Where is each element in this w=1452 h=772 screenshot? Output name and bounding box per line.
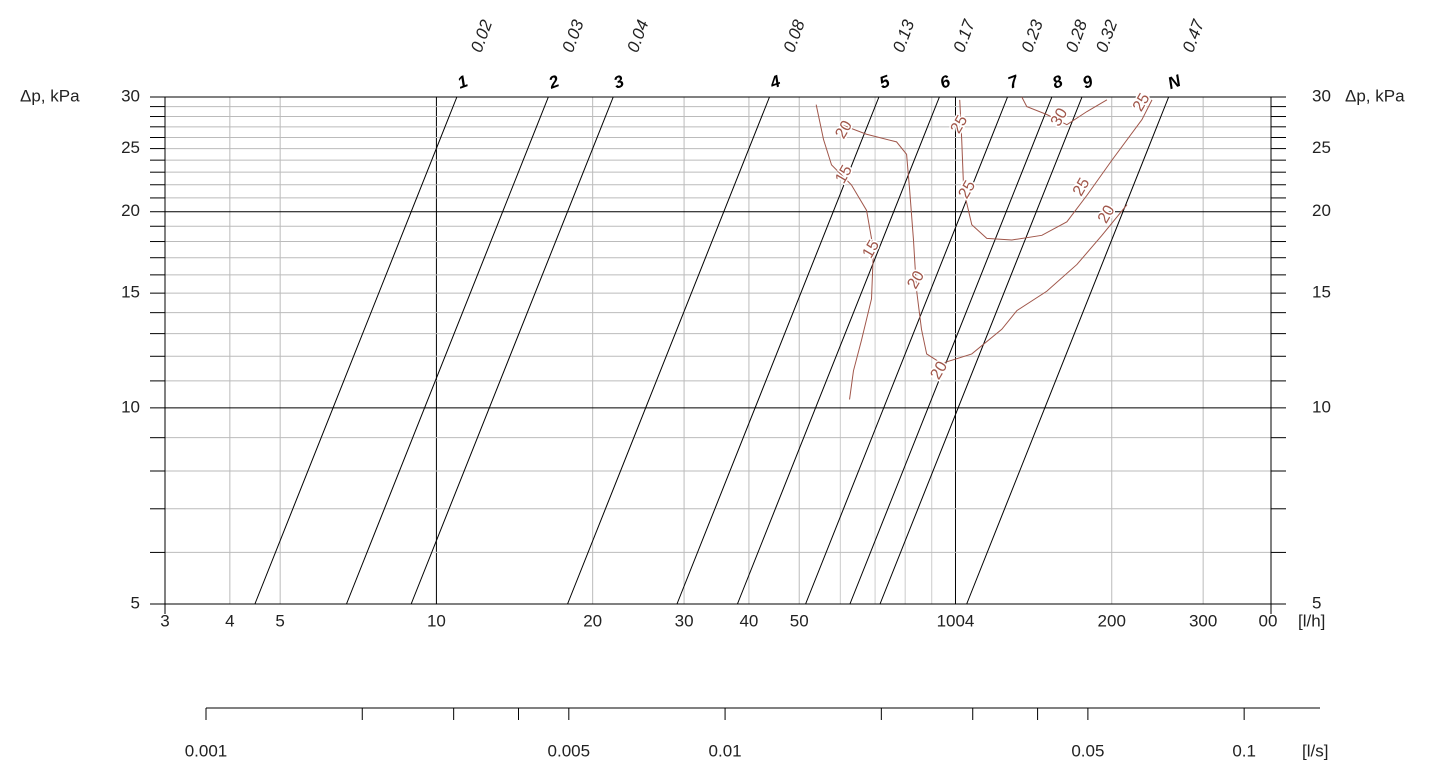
y-tick-label: 15: [121, 283, 140, 302]
valve-number: 6: [937, 71, 953, 92]
contour-label: 20: [904, 268, 928, 292]
contour-line: [1021, 96, 1108, 126]
y-axis-label-right: Δp, kPa: [1345, 86, 1405, 105]
kv-label: 0.32: [1092, 17, 1121, 55]
y-tick-label: 25: [121, 138, 140, 157]
contour-label: 25: [1070, 175, 1094, 199]
y-tick-label-right: 25: [1312, 138, 1331, 157]
contour-label: 20: [832, 118, 856, 142]
kv-label: 0.03: [558, 17, 587, 55]
y-tick-label-right: 5: [1312, 593, 1321, 612]
valve-number: 2: [545, 71, 562, 93]
valve-line: [567, 96, 770, 605]
x2-tick-label: 0.1: [1232, 741, 1256, 760]
contour-label: 25: [1130, 91, 1154, 115]
valve-number: N: [1165, 71, 1184, 93]
contour-label: 20: [1095, 202, 1119, 226]
valve-line: [254, 96, 458, 605]
kv-label: 0.02: [467, 17, 496, 55]
contour-label: 20: [928, 359, 952, 383]
valve-line: [736, 96, 940, 605]
kv-label: 0.08: [780, 17, 809, 55]
valve-number: 7: [1005, 71, 1022, 93]
y-tick-label-right: 30: [1312, 86, 1331, 105]
valve-line: [805, 96, 1008, 605]
kv-label: 0.13: [889, 17, 918, 55]
x2-axis-label: [l/s]: [1302, 741, 1328, 760]
x-tick-label: 20: [583, 611, 602, 630]
y-tick-label-right: 10: [1312, 397, 1331, 416]
x2-tick-label: 0.05: [1071, 741, 1104, 760]
valve-line: [676, 96, 880, 605]
valve-number: 9: [1080, 71, 1096, 92]
x-tick-label: 30: [675, 611, 694, 630]
valve-line: [966, 96, 1170, 605]
kv-label: 0.17: [950, 17, 979, 55]
x-tick-label: 300: [1189, 611, 1217, 630]
y-tick-label-right: 15: [1312, 283, 1331, 302]
kv-label: 0.04: [623, 17, 652, 55]
x2-tick-label: 0.005: [548, 741, 591, 760]
contour-label: 15: [832, 162, 856, 186]
contour-line: [841, 124, 1128, 364]
valve-number: 1: [455, 71, 470, 92]
x-tick-label: 40: [739, 611, 758, 630]
valve-line: [879, 96, 1083, 605]
x-tick-label: 200: [1098, 611, 1126, 630]
x2-tick-label: 0.001: [185, 741, 228, 760]
valve-line: [849, 96, 1053, 605]
contour-label: 30: [1048, 105, 1072, 129]
contour-line: [815, 104, 874, 400]
valve-number: 4: [767, 71, 784, 93]
y-tick-label: 20: [121, 201, 140, 220]
x2-tick-label: 0.01: [709, 741, 742, 760]
y-tick-label: 10: [121, 397, 140, 416]
y-tick-label: 30: [121, 86, 140, 105]
kv-label: 0.47: [1179, 17, 1208, 55]
x-tick-label: 10: [427, 611, 446, 630]
valve-number: 5: [877, 71, 893, 92]
x-tick-label: 50: [790, 611, 809, 630]
valve-line: [410, 96, 614, 605]
x-tick-label: 5: [275, 611, 284, 630]
kv-label: 0.23: [1018, 17, 1047, 55]
y-tick-label-right: 20: [1312, 201, 1331, 220]
valve-number: 8: [1050, 71, 1066, 92]
valve-number: 3: [611, 71, 627, 92]
x-tick-label: 1004: [937, 611, 975, 630]
x-tick-label: 00: [1259, 611, 1278, 630]
kv-label: 0.28: [1062, 17, 1091, 55]
x-axis-label: [l/h]: [1298, 611, 1325, 630]
x-tick-label: 4: [225, 611, 234, 630]
y-tick-label: 5: [131, 593, 140, 612]
contour-line: [959, 99, 1153, 241]
valve-line: [346, 96, 549, 605]
y-axis-label: Δp, kPa: [20, 86, 80, 105]
x-tick-label: 3: [160, 611, 169, 630]
